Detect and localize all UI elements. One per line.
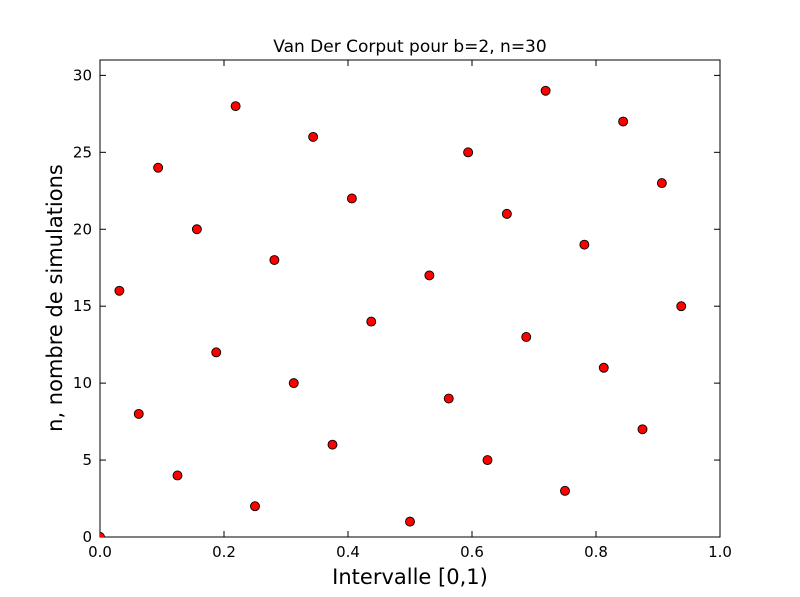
y-tick-label: 30	[73, 66, 92, 84]
data-point	[618, 116, 629, 127]
x-tick-label: 0.4	[336, 543, 360, 561]
axes-frame	[99, 59, 721, 538]
y-tick-label: 10	[73, 374, 92, 392]
data-point	[366, 316, 377, 327]
data-point	[598, 362, 609, 373]
y-tick-label: 25	[73, 143, 92, 161]
x-tick-label: 0.0	[88, 543, 112, 561]
data-point	[191, 224, 202, 235]
x-axis-label: Intervalle [0,1)	[332, 565, 488, 589]
y-tick-label: 5	[82, 451, 92, 469]
y-tick-label: 20	[73, 220, 92, 238]
data-point	[114, 285, 125, 296]
x-tick-label: 0.2	[212, 543, 236, 561]
data-point	[560, 485, 570, 496]
data-point	[579, 239, 590, 250]
data-point	[211, 347, 222, 358]
data-point	[288, 378, 299, 389]
data-point	[656, 178, 667, 189]
chart-title: Van Der Corput pour b=2, n=30	[273, 37, 546, 57]
data-point	[463, 147, 474, 158]
plot-area: 0.0 0.2 0.4 0.6 0.8 1.0 0 5 10 15 20 25 30	[73, 59, 732, 561]
x-tick-label: 1.0	[708, 543, 732, 561]
data-point	[676, 301, 687, 312]
data-point	[424, 270, 435, 281]
y-tick-label: 15	[73, 297, 92, 315]
data-point	[133, 408, 144, 419]
data-point	[521, 332, 532, 342]
data-point	[637, 424, 648, 435]
data-point	[501, 208, 512, 219]
data-point	[172, 470, 183, 481]
data-point	[405, 516, 415, 527]
data-point	[250, 501, 260, 512]
y-axis-label: n, nombre de simulations	[43, 164, 67, 432]
data-point	[269, 255, 280, 265]
data-point	[230, 101, 241, 112]
data-point	[308, 131, 319, 142]
data-point	[443, 393, 454, 404]
data-point	[540, 85, 551, 96]
data-point	[153, 162, 164, 173]
data-point	[327, 439, 338, 450]
data-point	[346, 193, 357, 204]
y-tick-label: 0	[82, 528, 92, 546]
x-tick-label: 0.6	[460, 543, 484, 561]
x-tick-label: 0.8	[584, 543, 608, 561]
data-point	[100, 532, 105, 537]
data-point	[482, 455, 493, 466]
